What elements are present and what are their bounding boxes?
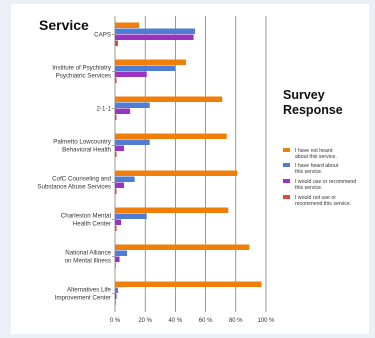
bar [115, 40, 119, 46]
category-label: Palmetto Lowcountry [53, 139, 112, 146]
bar [115, 133, 227, 139]
x-tick-label: 100 % [257, 318, 275, 324]
legend-swatch [283, 163, 290, 167]
legend-label: this service. [295, 185, 322, 191]
bar [115, 71, 147, 77]
legend-swatch [283, 195, 290, 199]
chart-title: Service [39, 17, 89, 33]
bar-chart: Service CAPS Institute of PsychiatryPsych… [37, 16, 356, 324]
category-label: Improvement Center [55, 295, 111, 302]
bar [115, 176, 135, 182]
x-tick-label: 60 % [199, 318, 213, 324]
legend-label: I have heard about [295, 163, 339, 169]
category-label: National Alliance [65, 250, 111, 257]
category-label: on Mental Illness [65, 258, 111, 265]
legend-label: recommend this service. [295, 201, 351, 207]
bar [115, 145, 125, 151]
category-label: Institute of Psychiatry [52, 65, 112, 72]
legend-label: I would not use or [295, 195, 336, 201]
bar [115, 108, 131, 114]
bar [115, 213, 147, 219]
bar [115, 22, 140, 28]
category-label: Psychiatric Services [56, 73, 111, 80]
bar [115, 77, 117, 83]
bar [115, 262, 116, 268]
bar [115, 281, 262, 287]
bar [115, 293, 117, 299]
category-label: CofC Counseling and [52, 176, 111, 183]
legend-swatch [283, 179, 290, 183]
bar [115, 287, 119, 293]
x-tick-label: 80 % [229, 318, 243, 324]
category-label: Substance Abuse Services [37, 184, 111, 191]
category-label: Health Center [73, 221, 111, 228]
bar [115, 65, 176, 71]
bar [115, 219, 122, 225]
x-tick-label: 0 % [110, 318, 121, 324]
x-tick-label: 40 % [169, 318, 183, 324]
bar [115, 256, 120, 262]
legend-title: Survey [283, 88, 325, 102]
bar [115, 34, 194, 40]
bar [115, 59, 186, 65]
bar [115, 139, 150, 145]
category-label: 2-1-1 [97, 106, 112, 113]
bar [115, 102, 150, 108]
bar [115, 96, 223, 102]
legend-title: Response [283, 103, 343, 117]
category-label: Charleston Mental [61, 213, 111, 220]
legend-label: about this service. [295, 154, 337, 160]
bar [115, 114, 117, 120]
legend-label: I would use or recommend [295, 179, 356, 185]
bar [115, 207, 229, 213]
bar [115, 182, 125, 188]
bar [115, 244, 250, 250]
x-tick-label: 20 % [138, 318, 152, 324]
legend-swatch [283, 148, 290, 152]
legend-label: this service. [295, 169, 322, 175]
bar [115, 299, 116, 305]
bar [115, 28, 196, 34]
bar [115, 170, 238, 176]
category-label: Behavioral Health [62, 147, 111, 154]
chart-panel: Service CAPS Institute of Psychiatry Psych… [11, 4, 369, 334]
category-label: CAPS [94, 32, 111, 39]
legend-label: I have not heard [295, 148, 333, 154]
category-label: Alternatives Life [67, 287, 112, 294]
bar [115, 151, 117, 157]
bar [115, 188, 117, 194]
bar [115, 225, 117, 231]
bar [115, 250, 128, 256]
